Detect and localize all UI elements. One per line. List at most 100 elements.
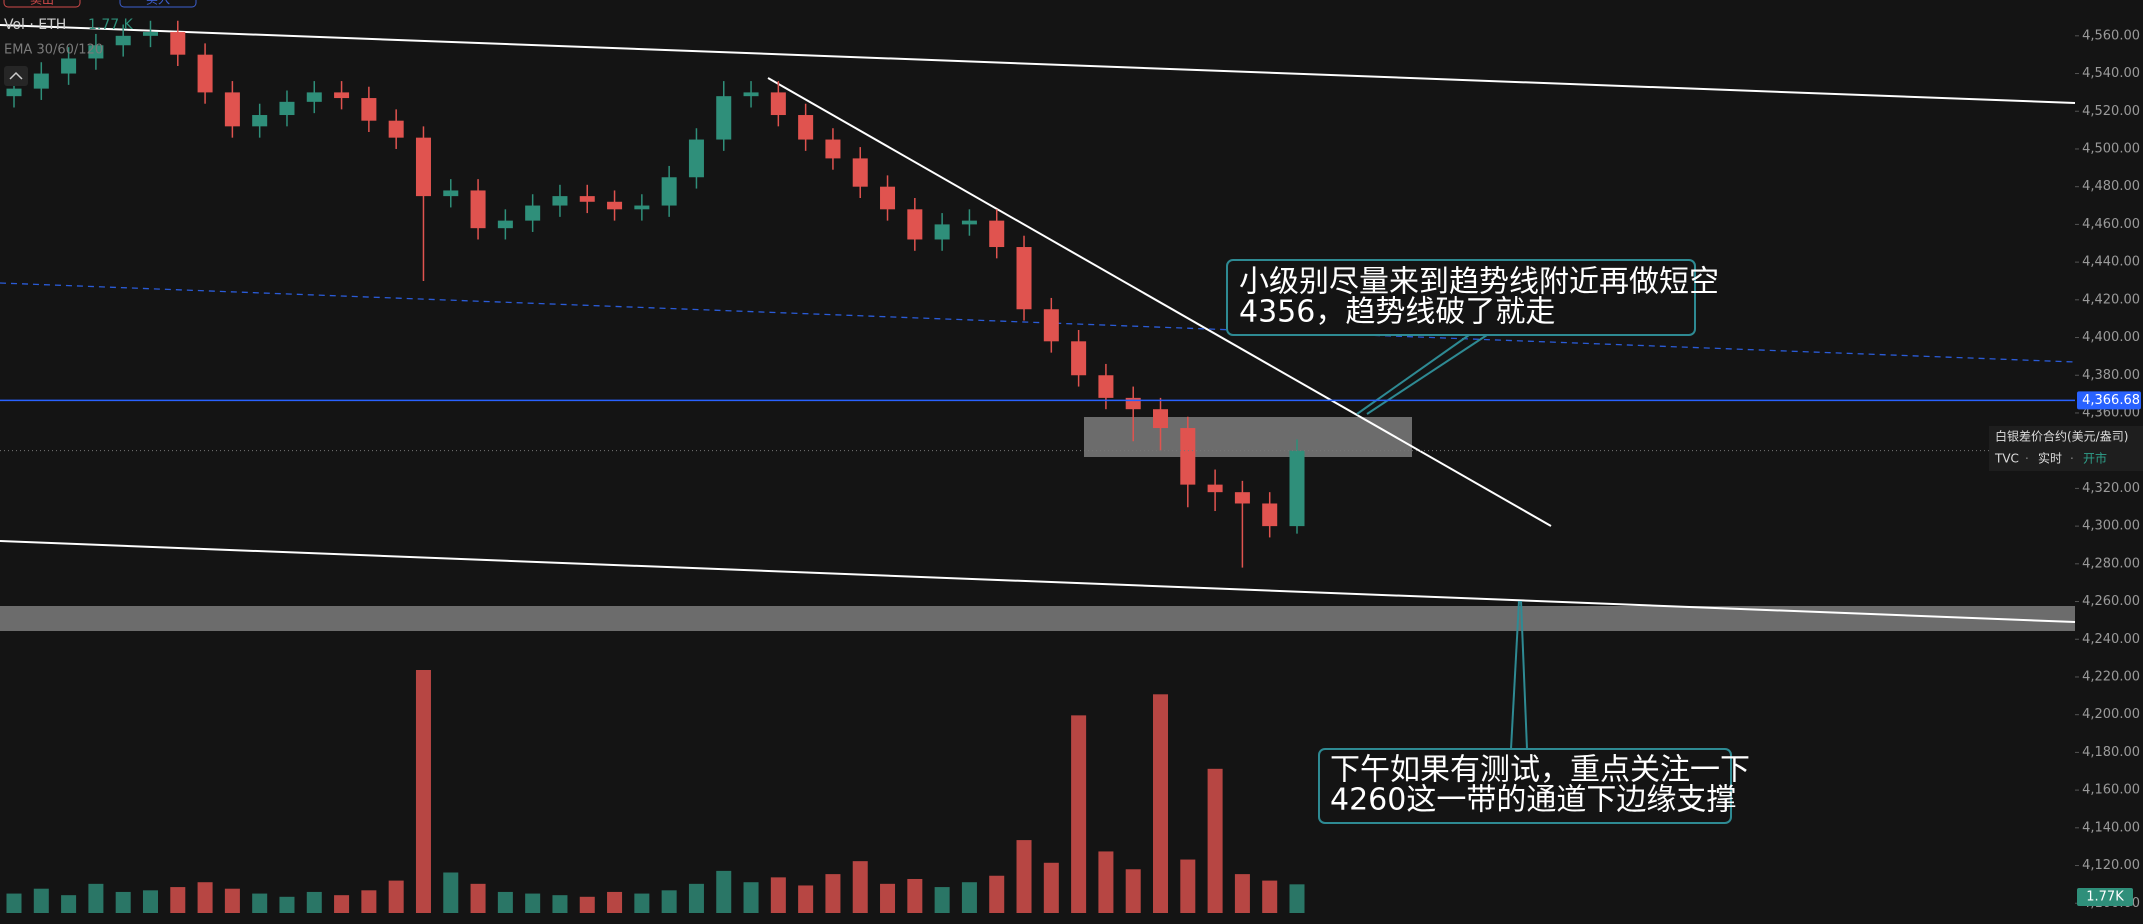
candle-body xyxy=(907,209,923,240)
volume-bar xyxy=(934,887,950,913)
volume-bar xyxy=(661,890,677,913)
candle-body xyxy=(743,92,759,97)
volume-bar xyxy=(252,893,268,913)
ema-line xyxy=(0,282,2076,363)
tooltip-name: 白银差价合约(美元/盎司) xyxy=(1995,429,2128,444)
y-tick-label: 4,320.00 xyxy=(2082,481,2140,496)
y-tick-label: 4,480.00 xyxy=(2082,179,2140,194)
candle-body xyxy=(88,45,104,59)
candle-body xyxy=(634,205,650,210)
down-trend-line xyxy=(767,77,1552,527)
candle-body xyxy=(989,220,1005,248)
candle-body xyxy=(716,96,732,140)
candle-body xyxy=(1289,450,1305,527)
candle-body xyxy=(142,32,158,36)
volume-bar xyxy=(798,885,814,913)
candle-body xyxy=(1234,492,1250,504)
volume-bar xyxy=(825,874,841,913)
tooltip-status: 开市 xyxy=(2083,451,2107,466)
candle-body xyxy=(1153,409,1169,429)
candle-body xyxy=(661,177,677,206)
candle-body xyxy=(1098,375,1114,398)
volume-bar xyxy=(852,861,868,913)
tooltip-source: TVC xyxy=(1994,452,2019,466)
volume-bar xyxy=(634,893,650,913)
callout-box xyxy=(1226,259,1696,336)
volume-badge-label: 1.77K xyxy=(2086,890,2124,905)
volume-badge xyxy=(2077,888,2133,906)
candle-body xyxy=(1180,428,1196,485)
volume-bar xyxy=(716,870,732,913)
candle-body xyxy=(852,158,868,187)
collapse-button[interactable] xyxy=(4,66,28,86)
volume-bar xyxy=(1262,880,1278,913)
volume-bar xyxy=(1180,859,1196,913)
volume-bar xyxy=(361,890,377,913)
volume-bar xyxy=(224,888,240,913)
volume-bar xyxy=(497,891,513,913)
volume-bar xyxy=(142,890,158,913)
upper-channel-line xyxy=(0,24,2076,104)
sell-label[interactable]: 卖出 xyxy=(30,0,54,7)
y-tick-label: 4,300.00 xyxy=(2082,519,2140,534)
price-badge xyxy=(2077,391,2141,410)
candle-body xyxy=(497,220,513,229)
y-tick-label: 4,140.00 xyxy=(2082,820,2140,835)
volume-bar xyxy=(770,877,786,913)
y-tick-label: 4,400.00 xyxy=(2082,330,2140,345)
candle-body xyxy=(525,205,541,221)
callout-pointer xyxy=(1356,334,1470,415)
candle-body xyxy=(770,92,786,116)
support-zone xyxy=(0,606,2075,631)
buy-label[interactable]: 买入 xyxy=(146,0,170,7)
volume-bar xyxy=(388,880,404,913)
volume-bar xyxy=(170,887,186,913)
candle-body xyxy=(279,101,295,116)
y-tick-label: 4,500.00 xyxy=(2082,141,2140,156)
volume-bar xyxy=(415,670,431,913)
callout-pointer xyxy=(1366,334,1488,415)
collapse-icon[interactable] xyxy=(9,71,23,80)
callout-box xyxy=(1318,748,1732,824)
volume-bar xyxy=(61,895,77,913)
candle-body xyxy=(1016,247,1032,310)
candle-body xyxy=(334,92,350,99)
candle-body xyxy=(6,88,22,97)
volume-bar xyxy=(470,883,486,913)
candle-body xyxy=(1071,341,1087,376)
volume-bar xyxy=(197,882,213,913)
y-tick-label: 4,540.00 xyxy=(2082,66,2140,81)
volume-bar xyxy=(1098,851,1114,913)
candles xyxy=(0,20,2075,913)
candle-body xyxy=(961,220,977,225)
candle-body xyxy=(1043,309,1059,342)
volume-bar xyxy=(1289,884,1305,913)
volume-bar xyxy=(1071,715,1087,913)
volume-bar xyxy=(1125,869,1141,913)
candle-body xyxy=(825,139,841,159)
y-tick-label: 4,240.00 xyxy=(2082,632,2140,647)
candle-body xyxy=(415,137,431,197)
y-tick-label: 4,440.00 xyxy=(2082,255,2140,270)
candle-body xyxy=(388,120,404,138)
candle-body xyxy=(224,92,240,127)
sell-button[interactable] xyxy=(3,0,81,8)
volume-bar xyxy=(552,895,568,913)
candle-body xyxy=(579,196,595,202)
volume-bar xyxy=(880,883,896,913)
candle-body xyxy=(1125,397,1141,410)
candle-body xyxy=(197,54,213,93)
volume-bar xyxy=(1234,874,1250,913)
candle-body xyxy=(306,92,322,102)
y-tick-label: 4,120.00 xyxy=(2082,858,2140,873)
buy-button[interactable] xyxy=(119,0,197,8)
volume-bar xyxy=(525,893,541,913)
callout-text: 下午如果有测试，重点关注一下 xyxy=(1330,753,1750,788)
candle-body xyxy=(934,224,950,240)
callout-text: 4356，趋势线破了就走 xyxy=(1239,295,1555,330)
y-tick-label: 4,160.00 xyxy=(2082,783,2140,798)
candle-body xyxy=(688,139,704,178)
volume-bar xyxy=(443,872,459,913)
volume-bar xyxy=(607,891,623,913)
